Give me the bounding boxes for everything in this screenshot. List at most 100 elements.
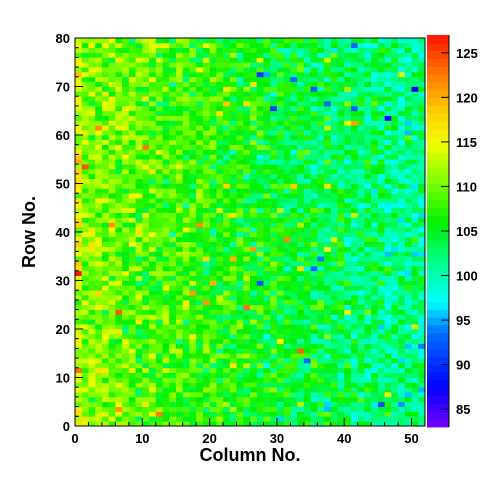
heatmap-cell — [303, 241, 311, 247]
heatmap-cell — [310, 382, 318, 388]
heatmap-cell — [344, 333, 352, 340]
heatmap-cell — [256, 159, 264, 165]
heatmap-cell — [290, 120, 298, 126]
heatmap-cell — [196, 401, 204, 407]
heatmap-cell — [155, 265, 163, 272]
heatmap-cell — [310, 396, 318, 403]
heatmap-cell — [95, 135, 103, 141]
heatmap-cell — [115, 96, 123, 102]
heatmap-cell — [384, 372, 392, 378]
heatmap-cell — [162, 338, 170, 344]
heatmap-cell — [189, 125, 197, 131]
heatmap-cell — [122, 67, 130, 73]
heatmap-cell — [418, 353, 426, 359]
heatmap-cell — [391, 236, 399, 243]
heatmap-cell — [418, 62, 426, 68]
heatmap-cell — [115, 81, 123, 87]
heatmap-cell — [324, 212, 332, 218]
heatmap-cell — [209, 183, 217, 189]
heatmap-cell — [350, 343, 359, 349]
heatmap-cell — [81, 96, 89, 102]
heatmap-cell — [357, 392, 365, 398]
heatmap-cell — [303, 202, 311, 209]
heatmap-cell — [236, 115, 244, 121]
heatmap-cell — [303, 86, 311, 92]
heatmap-cell — [95, 304, 103, 310]
heatmap-cell — [324, 392, 332, 398]
heatmap-cell — [411, 227, 419, 233]
heatmap-cell — [357, 421, 365, 427]
heatmap-cell — [88, 125, 96, 131]
heatmap-cell — [283, 232, 291, 238]
heatmap-cell — [377, 377, 385, 383]
heatmap-cell — [290, 76, 298, 82]
heatmap-cell — [243, 207, 251, 213]
heatmap-cell — [276, 411, 284, 417]
heatmap-cell — [344, 42, 352, 49]
heatmap-cell — [223, 348, 231, 354]
heatmap-cell — [350, 67, 359, 73]
heatmap-cell — [182, 159, 190, 165]
heatmap-cell — [108, 202, 116, 209]
heatmap-cell — [115, 314, 123, 320]
heatmap-cell — [290, 183, 298, 189]
heatmap-cell — [324, 348, 332, 354]
colorbar-band — [427, 121, 449, 130]
heatmap-cell — [377, 47, 385, 53]
heatmap-cell — [223, 314, 231, 320]
heatmap-cell — [371, 217, 379, 223]
heatmap-cell — [149, 188, 157, 194]
heatmap-cell — [317, 333, 325, 340]
heatmap-cell — [149, 241, 157, 247]
heatmap-cell — [330, 154, 338, 160]
heatmap-cell — [229, 241, 237, 247]
heatmap-cell — [384, 421, 392, 427]
heatmap-cell — [283, 101, 291, 107]
heatmap-cell — [95, 232, 103, 238]
heatmap-cell — [101, 188, 109, 194]
heatmap-cell — [384, 168, 392, 175]
heatmap-cell — [169, 285, 177, 291]
heatmap-cell — [169, 47, 177, 53]
heatmap-cell — [229, 164, 237, 170]
heatmap-cell — [350, 227, 359, 233]
heatmap-cell — [290, 348, 298, 354]
heatmap-cell — [162, 81, 170, 87]
heatmap-cell — [88, 159, 96, 165]
heatmap-cell — [108, 86, 116, 92]
heatmap-cell — [297, 396, 305, 403]
heatmap-cell — [216, 62, 224, 68]
heatmap-cell — [303, 164, 311, 170]
heatmap-cell — [330, 411, 338, 417]
heatmap-cell — [364, 178, 372, 184]
heatmap-cell — [337, 353, 345, 359]
heatmap-cell — [216, 71, 224, 78]
heatmap-cell — [223, 144, 231, 150]
heatmap-cell — [377, 319, 385, 325]
heatmap-cell — [135, 358, 143, 364]
heatmap-cell — [95, 324, 103, 330]
heatmap-cell — [276, 285, 284, 291]
heatmap-cell — [357, 416, 365, 422]
heatmap-cell — [391, 348, 399, 354]
heatmap-cell — [357, 47, 365, 53]
heatmap-cell — [364, 130, 372, 136]
heatmap-cell — [384, 38, 392, 44]
heatmap-cell — [337, 101, 345, 107]
heatmap-cell — [182, 256, 190, 262]
heatmap-cell — [243, 353, 251, 359]
heatmap-cell — [350, 120, 359, 126]
heatmap-cell — [81, 236, 89, 243]
heatmap-cell — [250, 149, 258, 155]
heatmap-cell — [398, 348, 406, 354]
heatmap-cell — [377, 154, 385, 160]
heatmap-cell — [371, 183, 379, 189]
heatmap-cell — [81, 217, 89, 223]
heatmap-cell — [149, 168, 157, 175]
heatmap-cell — [404, 372, 412, 378]
heatmap-cell — [371, 202, 379, 209]
heatmap-cell — [135, 285, 143, 291]
heatmap-cell — [270, 401, 278, 407]
heatmap-cell — [398, 314, 406, 320]
heatmap-cell — [310, 76, 318, 82]
